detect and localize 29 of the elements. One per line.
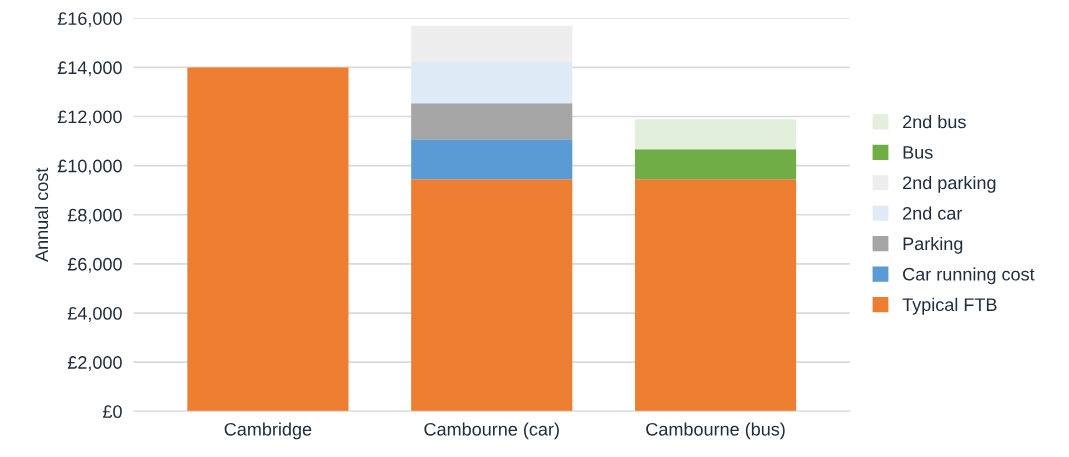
- bar: [411, 25, 573, 62]
- x-tick-label: Cambourne (car): [424, 422, 559, 440]
- legend-label: 2nd car: [903, 206, 963, 220]
- legend-label: 2nd bus: [903, 115, 966, 129]
- bar: [634, 179, 797, 412]
- y-tick-label: £10,000: [57, 159, 122, 175]
- y-tick-label: £6,000: [67, 257, 122, 273]
- bar: [634, 119, 797, 150]
- legend-label: 2nd parking: [903, 175, 996, 193]
- bar: [634, 149, 797, 180]
- bar: [411, 139, 573, 180]
- legend-label: Car running cost: [903, 267, 1035, 285]
- legend-label: Parking: [903, 236, 963, 254]
- y-tick-label: £2,000: [67, 356, 122, 372]
- y-tick-label: £14,000: [57, 61, 122, 77]
- bar: [411, 62, 573, 104]
- x-tick-label: Cambridge: [224, 422, 312, 440]
- bar: [411, 179, 573, 412]
- y-tick-label: £0: [102, 405, 122, 419]
- bar: [411, 103, 573, 140]
- y-tick-label: £4,000: [67, 306, 122, 322]
- bar: [187, 67, 349, 412]
- y-axis-title: Annual cost: [34, 167, 49, 262]
- x-tick-label: Cambourne (bus): [646, 422, 785, 440]
- y-tick-label: £12,000: [57, 110, 122, 126]
- y-tick-label: £8,000: [67, 208, 122, 224]
- legend-label: Bus: [903, 146, 933, 159]
- legend-label: Typical FTB: [902, 297, 997, 315]
- y-tick-label: £16,000: [57, 12, 122, 28]
